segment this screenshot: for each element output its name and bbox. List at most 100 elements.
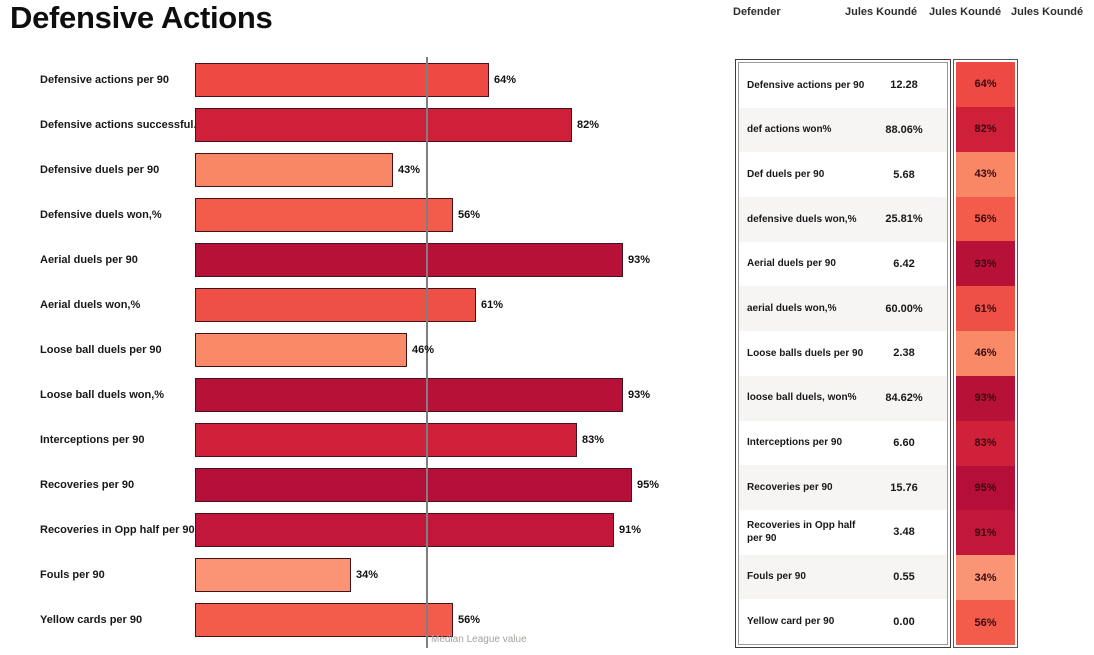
bar-value-label: 95% [637, 479, 660, 491]
table-metric: defensive duels won,% [747, 213, 857, 225]
bar [195, 288, 476, 322]
table-value: 6.60 [893, 436, 915, 449]
table-value: 25.81% [885, 213, 923, 226]
bar-label: Aerial duels per 90 [40, 254, 138, 266]
percentile-cell: 61% [956, 286, 1015, 332]
bar-value-label: 91% [619, 524, 642, 536]
percentile-bar-chart: Median League value Defensive actions pe… [40, 57, 660, 648]
percentile-cell: 56% [956, 196, 1015, 242]
table-value: 84.62% [885, 392, 923, 405]
percentile-cell: 93% [956, 241, 1015, 287]
bar [195, 558, 351, 592]
bar-value-label: 34% [356, 569, 379, 581]
table-metric: Fouls per 90 [747, 571, 806, 583]
table-row: Interceptions per 90 6.60 [739, 421, 947, 466]
median-line [426, 57, 428, 648]
bar-label: Defensive actions successful.% [40, 119, 207, 131]
bar [195, 603, 453, 637]
stats-table-body: Defensive actions per 90 12.28 def actions… [738, 62, 948, 645]
table-metric: Yellow card per 90 [747, 615, 835, 627]
table-row: Def duels per 90 5.68 [739, 152, 947, 197]
percentile-cell: 93% [956, 375, 1015, 421]
table-row: Defensive actions per 90 12.28 [739, 63, 947, 108]
bar-label: Defensive duels per 90 [40, 164, 160, 176]
bar-label: Aerial duels won,% [40, 299, 141, 311]
table-value: 0.55 [893, 570, 915, 583]
percentile-cell: 34% [956, 555, 1015, 601]
bar-value-label: 43% [398, 164, 421, 176]
percentile-column-body: 64% 82% 43% 56% 93% 61% 46% 93% 83% 95% 91% 34% 56% [956, 62, 1015, 645]
bar-label: Interceptions per 90 [40, 434, 145, 446]
header-position-label: Defender [733, 6, 781, 18]
bar [195, 333, 407, 367]
bar [195, 108, 572, 142]
bar-label: Fouls per 90 [40, 569, 105, 581]
bar-label: Defensive duels won,% [40, 209, 162, 221]
table-metric: aerial duels won,% [747, 303, 837, 315]
percentile-cell: 95% [956, 465, 1015, 511]
bar [195, 423, 577, 457]
bar-label: Recoveries per 90 [40, 479, 135, 491]
bar-value-label: 82% [577, 119, 600, 131]
page-title: Defensive Actions [10, 0, 273, 35]
table-metric: Interceptions per 90 [747, 437, 843, 449]
bar [195, 468, 632, 502]
table-value: 60.00% [885, 302, 923, 315]
table-metric: loose ball duels, won% [747, 392, 857, 404]
percentile-cell: 83% [956, 420, 1015, 466]
table-metric: Loose balls duels per 90 [747, 347, 864, 359]
bar-label: Loose ball duels per 90 [40, 344, 162, 356]
bar-value-label: 93% [628, 389, 651, 401]
stats-table: Defensive actions per 90 12.28 def actions… [735, 59, 951, 648]
table-row: def actions won% 88.06% [739, 107, 947, 153]
table-row: Fouls per 90 0.55 [739, 554, 947, 600]
table-metric: Recoveries per 90 [747, 481, 833, 493]
percentile-cell: 82% [956, 106, 1015, 152]
percentile-cell: 46% [956, 331, 1015, 376]
bar-value-label: 83% [582, 434, 605, 446]
table-row: Recoveries per 90 15.76 [739, 465, 947, 510]
bar-value-label: 56% [458, 614, 481, 626]
percentile-column: 64% 82% 43% 56% 93% 61% 46% 93% 83% 95% 91% 34% 56% [953, 59, 1018, 648]
table-value: 12.28 [890, 79, 918, 92]
bar-value-label: 64% [494, 74, 517, 86]
table-value: 6.42 [893, 258, 915, 271]
table-value: 0.00 [893, 615, 915, 628]
table-metric: Aerial duels per 90 [747, 258, 836, 270]
table-value: 15.76 [890, 481, 918, 494]
bar-label: Recoveries in Opp half per 90 [40, 524, 195, 536]
header-player-name-1: Jules Koundé [845, 6, 918, 18]
table-metric: Recoveries in Opp half per 90 [747, 519, 856, 545]
bar-value-label: 93% [628, 254, 651, 266]
table-value: 5.68 [893, 168, 915, 181]
bar [195, 378, 623, 412]
table-row: Yellow card per 90 0.00 [739, 599, 947, 644]
bar-label: Defensive actions per 90 [40, 74, 170, 86]
header-player-name-3: Jules Koundé [1011, 6, 1084, 18]
bar-label: Loose ball duels won,% [40, 389, 165, 401]
percentile-cell: 43% [956, 151, 1015, 197]
bar [195, 513, 614, 547]
percentile-cell: 64% [956, 62, 1015, 107]
bar [195, 63, 489, 97]
bar-value-label: 46% [412, 344, 435, 356]
table-metric: Def duels per 90 [747, 168, 825, 180]
table-row: loose ball duels, won% 84.62% [739, 375, 947, 421]
bar-value-label: 56% [458, 209, 481, 221]
percentile-cell: 91% [956, 510, 1015, 556]
table-metric: def actions won% [747, 124, 832, 136]
bar-label: Yellow cards per 90 [40, 614, 143, 626]
table-row: aerial duels won,% 60.00% [739, 286, 947, 332]
bar-value-label: 61% [481, 299, 504, 311]
table-row: Aerial duels per 90 6.42 [739, 242, 947, 287]
table-row: Loose balls duels per 90 2.38 [739, 331, 947, 376]
bar [195, 198, 453, 232]
table-value: 88.06% [885, 124, 923, 137]
bar [195, 153, 393, 187]
table-row: defensive duels won,% 25.81% [739, 197, 947, 242]
table-value: 3.48 [893, 526, 915, 539]
median-line-label: Median League value [431, 634, 527, 645]
header-player-name-2: Jules Koundé [929, 6, 1002, 18]
percentile-cell: 56% [956, 600, 1015, 645]
